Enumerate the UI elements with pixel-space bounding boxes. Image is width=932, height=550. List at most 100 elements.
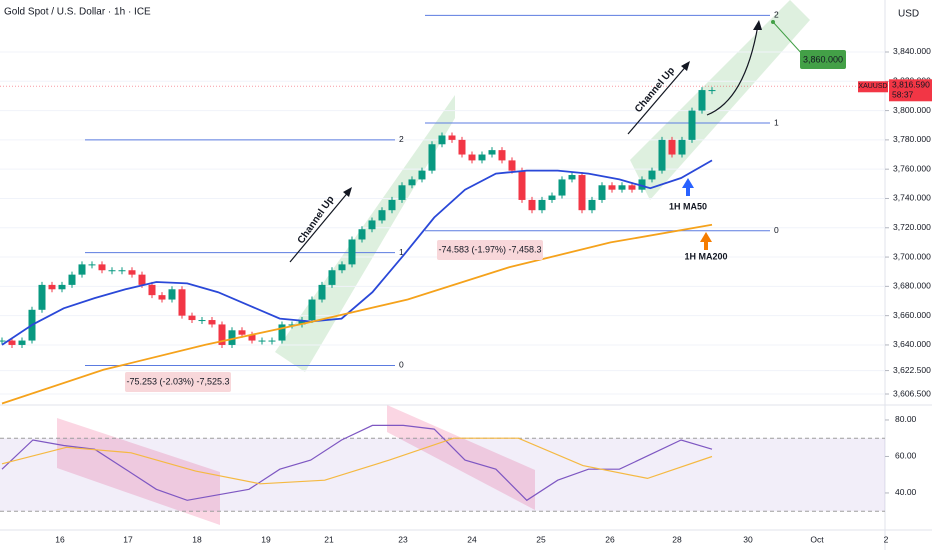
candle bbox=[448, 135, 456, 140]
candle bbox=[408, 179, 416, 186]
candle bbox=[358, 229, 366, 240]
x-tick-label: 16 bbox=[55, 534, 65, 544]
candle bbox=[428, 144, 436, 171]
measure-label: -75.253 (-2.03%) -7,525.3 bbox=[126, 376, 229, 386]
measure-label: -74.583 (-1.97%) -7,458.3 bbox=[438, 244, 541, 254]
line bbox=[1, 223, 713, 405]
candle bbox=[268, 340, 276, 342]
candle bbox=[98, 264, 106, 271]
candle bbox=[128, 270, 136, 275]
candle bbox=[438, 135, 446, 145]
candle bbox=[508, 160, 516, 171]
line bbox=[1, 159, 713, 346]
arrow-head bbox=[753, 20, 762, 30]
arrow bbox=[289, 189, 351, 263]
ma50-arrow bbox=[682, 178, 694, 196]
candle bbox=[18, 340, 26, 345]
candle bbox=[78, 264, 86, 275]
fib-level: 2 bbox=[399, 134, 404, 144]
x-tick-label: 28 bbox=[672, 534, 682, 544]
line bbox=[1, 424, 713, 502]
rsi-tick-label: 80.00 bbox=[895, 414, 917, 424]
target-line bbox=[772, 21, 804, 56]
rsi-channel-left bbox=[57, 418, 220, 525]
annotation: 1H MA200 bbox=[684, 251, 727, 261]
candle bbox=[518, 170, 526, 200]
candle bbox=[468, 154, 476, 161]
symbol-tag bbox=[858, 81, 888, 93]
y-tick-label: 3,622.500 bbox=[893, 365, 931, 375]
candle bbox=[348, 239, 356, 265]
fib-level: 0 bbox=[774, 225, 779, 235]
rsi-channel-right bbox=[387, 405, 535, 510]
arrow bbox=[627, 63, 689, 135]
candle bbox=[48, 284, 56, 290]
candle bbox=[498, 150, 506, 161]
candle bbox=[678, 139, 686, 155]
y-tick-label: 3,740.000 bbox=[893, 193, 931, 203]
candle bbox=[178, 289, 186, 316]
y-tick-label: 3,840.000 bbox=[893, 46, 931, 56]
y-tick-label: 3,606.500 bbox=[893, 388, 931, 398]
candle bbox=[618, 185, 626, 190]
candle bbox=[578, 175, 586, 211]
candle bbox=[138, 274, 146, 285]
candle bbox=[388, 199, 396, 211]
candle bbox=[68, 274, 76, 285]
candle bbox=[58, 284, 66, 290]
y-tick-label: 3,800.000 bbox=[893, 105, 931, 115]
x-tick-label: 24 bbox=[467, 534, 477, 544]
candle bbox=[648, 170, 656, 180]
ma200-arrow bbox=[700, 232, 712, 250]
candle bbox=[228, 330, 236, 345]
candle bbox=[458, 139, 466, 155]
plot: 3,840.0003,820.0003,800.0003,780.0003,76… bbox=[0, 10, 931, 544]
candle bbox=[188, 315, 196, 321]
candle bbox=[8, 340, 16, 345]
candle bbox=[118, 270, 126, 272]
candle bbox=[328, 270, 336, 285]
candle bbox=[608, 185, 616, 190]
candle bbox=[368, 220, 376, 230]
candle bbox=[668, 139, 676, 155]
candle bbox=[398, 185, 406, 200]
candle bbox=[598, 185, 606, 200]
candle bbox=[108, 270, 116, 272]
candle bbox=[318, 284, 326, 300]
candle bbox=[538, 199, 546, 211]
candle bbox=[628, 185, 636, 190]
measure-box bbox=[437, 240, 543, 260]
x-tick-label: Oct bbox=[810, 534, 824, 544]
x-tick-label: 17 bbox=[123, 534, 133, 544]
candle bbox=[38, 284, 46, 310]
fib-level: 1 bbox=[774, 117, 779, 127]
target-label: 3,860.000 bbox=[803, 54, 843, 64]
rsi-tick-label: 60.00 bbox=[895, 451, 917, 461]
candle bbox=[258, 340, 266, 342]
candle bbox=[688, 110, 696, 140]
annotation: 1H MA50 bbox=[669, 201, 707, 211]
y-tick-label: 3,760.000 bbox=[893, 163, 931, 173]
candle bbox=[378, 210, 386, 221]
line bbox=[1, 437, 713, 485]
target-box bbox=[800, 50, 846, 69]
x-tick-label: 23 bbox=[398, 534, 408, 544]
candle bbox=[278, 324, 286, 341]
x-tick-label: 18 bbox=[192, 534, 202, 544]
measure-box bbox=[125, 372, 231, 392]
fib-level: 1 bbox=[399, 247, 404, 257]
candle bbox=[548, 195, 556, 200]
candle bbox=[568, 175, 576, 180]
y-tick-label: 3,780.000 bbox=[893, 134, 931, 144]
candle bbox=[698, 90, 706, 111]
candle bbox=[148, 284, 156, 296]
x-tick-label: 30 bbox=[743, 534, 753, 544]
candle bbox=[708, 90, 716, 92]
y-tick-label: 3,680.000 bbox=[893, 281, 931, 291]
y-tick-label: 3,720.000 bbox=[893, 222, 931, 232]
candle bbox=[288, 324, 296, 326]
arrow-head bbox=[681, 61, 690, 71]
target-dot bbox=[771, 20, 775, 24]
symbol-label: XAUUSD bbox=[858, 83, 887, 90]
